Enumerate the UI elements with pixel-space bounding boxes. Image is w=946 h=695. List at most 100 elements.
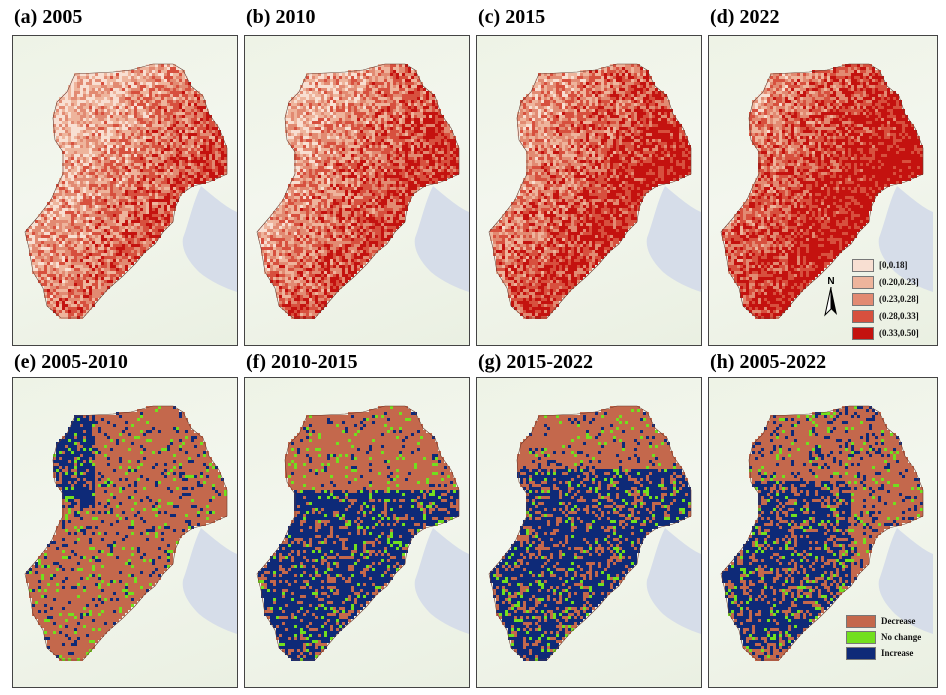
- map-cell: [89, 247, 92, 250]
- map-cell: [131, 100, 134, 103]
- map-cell: [366, 91, 369, 94]
- map-cell: [110, 259, 113, 262]
- map-cell: [98, 139, 101, 142]
- map-cell: [170, 97, 173, 100]
- map-cell: [170, 208, 173, 211]
- map-cell: [146, 124, 149, 127]
- map-cell: [89, 112, 92, 115]
- map-cell: [200, 145, 203, 148]
- map-cell: [89, 304, 92, 307]
- map-cell: [56, 259, 59, 262]
- map-cell: [339, 88, 342, 91]
- map-cell: [188, 118, 191, 121]
- map-cell: [360, 73, 363, 76]
- map-cell: [173, 79, 176, 82]
- map-cell: [173, 94, 176, 97]
- map-cell: [179, 169, 182, 172]
- map-cell: [188, 148, 191, 151]
- map-cell: [68, 316, 71, 319]
- map-cell: [104, 79, 107, 82]
- map-cell: [309, 142, 312, 145]
- map-cell: [149, 229, 152, 232]
- map-cell: [164, 166, 167, 169]
- map-cell: [134, 124, 137, 127]
- map-cell: [324, 151, 327, 154]
- map-cell: [372, 136, 375, 139]
- map-cell: [405, 106, 408, 109]
- map-cell: [77, 205, 80, 208]
- map-cell: [149, 211, 152, 214]
- map-cell: [47, 289, 50, 292]
- map-cell: [104, 160, 107, 163]
- map-cell: [209, 175, 212, 178]
- map-cell: [161, 136, 164, 139]
- map-cell: [390, 154, 393, 157]
- map-cell: [59, 304, 62, 307]
- map-cell: [179, 139, 182, 142]
- map-cell: [351, 76, 354, 79]
- map-cell: [315, 118, 318, 121]
- map-cell: [101, 217, 104, 220]
- map-cell: [188, 172, 191, 175]
- map-cell: [399, 115, 402, 118]
- map-cell: [366, 157, 369, 160]
- map-cell: [209, 157, 212, 160]
- map-cell: [80, 82, 83, 85]
- map-cell: [396, 64, 399, 67]
- map-cell: [221, 157, 224, 160]
- map-cell: [134, 130, 137, 133]
- map-cell: [110, 79, 113, 82]
- map-cell: [122, 118, 125, 121]
- map-cell: [221, 139, 224, 142]
- map-cell: [312, 121, 315, 124]
- map-cell: [107, 229, 110, 232]
- map-cell: [131, 97, 134, 100]
- map-cell: [95, 73, 98, 76]
- map-cell: [420, 91, 423, 94]
- map-cell: [101, 292, 104, 295]
- map-cell: [333, 121, 336, 124]
- map-cell: [197, 166, 200, 169]
- map-cell: [74, 157, 77, 160]
- map-cell: [179, 178, 182, 181]
- map-cell: [164, 148, 167, 151]
- map-cell: [41, 241, 44, 244]
- map-cell: [164, 130, 167, 133]
- map-cell: [155, 112, 158, 115]
- map-cell: [65, 193, 68, 196]
- map-cell: [393, 109, 396, 112]
- map-cell: [315, 103, 318, 106]
- map-cell: [137, 118, 140, 121]
- map-cell: [315, 139, 318, 142]
- map-cell: [182, 142, 185, 145]
- map-cell: [113, 205, 116, 208]
- map-cell: [360, 97, 363, 100]
- map-cell: [417, 106, 420, 109]
- map-cell: [330, 73, 333, 76]
- map-cell: [107, 100, 110, 103]
- map-cell: [116, 262, 119, 265]
- map-cell: [110, 220, 113, 223]
- map-cell: [68, 205, 71, 208]
- map-cell: [402, 103, 405, 106]
- map-cell: [92, 280, 95, 283]
- map-cell: [375, 112, 378, 115]
- map-cell: [59, 313, 62, 316]
- map-cell: [167, 208, 170, 211]
- map-cell: [426, 151, 429, 154]
- map-cell: [399, 97, 402, 100]
- map-cell: [125, 148, 128, 151]
- map-cell: [140, 85, 143, 88]
- map-cell: [194, 106, 197, 109]
- map-cell: [128, 196, 131, 199]
- map-cell: [110, 166, 113, 169]
- map-cell: [306, 82, 309, 85]
- map-cell: [146, 82, 149, 85]
- map-cell: [50, 307, 53, 310]
- map-cell: [104, 178, 107, 181]
- map-cell: [119, 241, 122, 244]
- map-cell: [164, 91, 167, 94]
- map-cell: [98, 169, 101, 172]
- map-cell: [41, 244, 44, 247]
- map-cell: [137, 166, 140, 169]
